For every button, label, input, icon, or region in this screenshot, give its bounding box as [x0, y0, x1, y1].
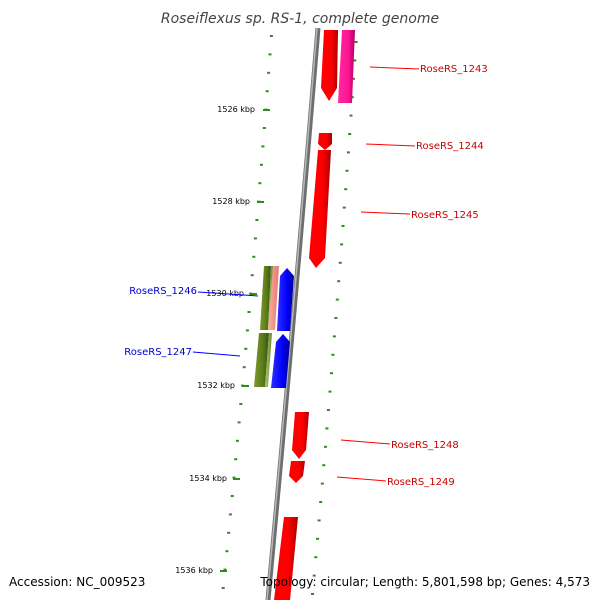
- gene-arrow-roseRS-1249[interactable]: [289, 461, 305, 483]
- gene-label[interactable]: RoseRS_1245: [411, 210, 479, 221]
- gene-arrow-roseRS-1244[interactable]: [318, 133, 332, 150]
- genome-summary-text: Topology: circular; Length: 5,801,598 bp…: [259, 575, 590, 589]
- gene-block-olive[interactable]: [260, 266, 271, 330]
- map-title: Roseiflexus sp. RS-1, complete genome: [161, 11, 439, 27]
- reverse-gene-labels: RoseRS_1246 RoseRS_1247: [124, 286, 259, 358]
- gene-block-olive-lower[interactable]: [254, 333, 269, 387]
- gene-label[interactable]: RoseRS_1248: [391, 440, 459, 451]
- gene-arrow-pink[interactable]: [338, 30, 355, 103]
- scale-label: 1528 kbp: [212, 197, 250, 206]
- scale-label: 1536 kbp: [175, 566, 213, 575]
- gene-label[interactable]: RoseRS_1244: [416, 141, 484, 152]
- scale-label: 1532 kbp: [197, 381, 235, 390]
- scale-labels: 1526 kbp 1528 kbp 1530 kbp 1532 kbp 1534…: [175, 105, 270, 575]
- gene-arrow-roseRS-1245[interactable]: [309, 150, 331, 268]
- scale-label: 1534 kbp: [189, 474, 227, 483]
- gene-label[interactable]: RoseRS_1247: [124, 347, 192, 358]
- gene-arrow-roseRS-1248[interactable]: [292, 412, 309, 459]
- gene-arrow-roseRS-1246[interactable]: [277, 268, 294, 331]
- scale-tick-track-right: [311, 41, 358, 595]
- gene-block-pale-green-lower[interactable]: [265, 333, 272, 387]
- gene-block-salmon[interactable]: [268, 266, 279, 330]
- forward-gene-labels: RoseRS_1243 RoseRS_1244 RoseRS_1245 Rose…: [336, 64, 488, 488]
- scale-label: 1526 kbp: [217, 105, 255, 114]
- gene-arrow-bottom[interactable]: [274, 517, 298, 600]
- gene-arrow-roseRS-1243[interactable]: [321, 30, 338, 101]
- accession-text: Accession: NC_009523: [9, 575, 145, 589]
- reverse-genes: [254, 266, 294, 388]
- gene-label[interactable]: RoseRS_1249: [387, 477, 455, 488]
- gene-arrow-roseRS-1247[interactable]: [271, 334, 290, 388]
- gene-label[interactable]: RoseRS_1243: [420, 64, 488, 75]
- gene-label[interactable]: RoseRS_1246: [129, 286, 197, 297]
- forward-genes: [274, 30, 355, 600]
- genome-backbone: [265, 27, 321, 600]
